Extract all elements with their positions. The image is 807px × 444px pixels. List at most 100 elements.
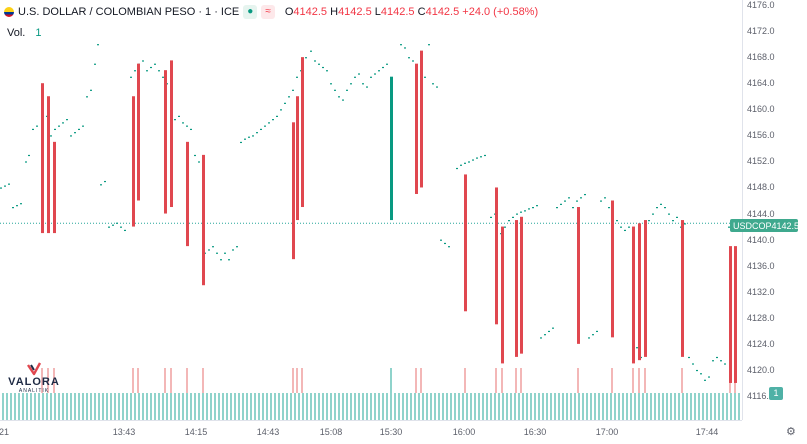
- volume-bar: [86, 393, 88, 420]
- price-dot: [130, 76, 132, 78]
- volume-bar: [570, 393, 572, 420]
- volume-bar: [122, 393, 124, 420]
- volume-spike: [495, 368, 497, 393]
- delayed-data-icon[interactable]: ≈: [261, 5, 275, 19]
- candle-down: [681, 220, 684, 357]
- volume-spike: [301, 368, 303, 393]
- price-dot: [600, 200, 602, 202]
- price-dot: [32, 128, 34, 131]
- price-dot: [366, 86, 368, 88]
- chart-area[interactable]: [0, 0, 742, 420]
- candle-down: [164, 70, 167, 214]
- volume-spike: [390, 368, 392, 393]
- price-dot: [556, 207, 558, 209]
- candle-down: [137, 63, 140, 201]
- usd-flag-icon: [4, 7, 14, 17]
- volume-bar: [706, 393, 708, 420]
- price-dot: [540, 337, 542, 339]
- volume-bar: [370, 393, 372, 420]
- volume-bar: [638, 393, 640, 420]
- price-dot: [472, 159, 474, 161]
- volume-bar: [694, 393, 696, 420]
- volume-bar: [394, 393, 396, 420]
- price-dot: [544, 334, 546, 336]
- volume-bar: [62, 393, 64, 420]
- price-dot: [668, 213, 670, 215]
- volume-spike: [292, 368, 294, 393]
- volume-bar: [146, 393, 148, 420]
- price-dot: [162, 76, 164, 78]
- volume-bar: [534, 393, 536, 420]
- volume-bar: [234, 393, 236, 420]
- volume-bar: [430, 393, 432, 420]
- volume-bar: [186, 393, 188, 420]
- candle-down: [420, 50, 423, 188]
- price-dot: [212, 246, 214, 248]
- time-tick-label: 13:43: [112, 427, 136, 437]
- volume-bar: [226, 393, 228, 420]
- volume-bar: [466, 393, 468, 420]
- price-dot: [720, 360, 722, 362]
- volume-bar: [498, 393, 500, 420]
- volume-bar: [342, 393, 344, 420]
- volume-bar: [102, 393, 104, 420]
- price-dot: [382, 66, 384, 69]
- candle-down: [415, 63, 418, 194]
- price-dot: [684, 223, 686, 225]
- price-dot: [310, 50, 312, 52]
- volume-spike: [415, 368, 417, 393]
- price-dot: [190, 128, 192, 131]
- volume-bar: [446, 393, 448, 420]
- valora-logo: VALORA ANALITIK: [4, 362, 64, 394]
- price-dot: [428, 44, 430, 46]
- price-dot: [236, 246, 238, 248]
- price-dot: [424, 76, 426, 78]
- price-dot: [20, 203, 22, 205]
- price-dot: [584, 193, 586, 196]
- volume-bar: [382, 393, 384, 420]
- price-dot: [576, 200, 578, 202]
- volume-spike: [137, 368, 139, 393]
- volume-bar: [318, 393, 320, 420]
- price-axis[interactable]: 4176.0 4172.0 4168.0 4164.0 4160.0 4156.0 4152…: [742, 0, 807, 420]
- volume-bar: [654, 393, 656, 420]
- volume-bar: [390, 393, 392, 420]
- volume-bar: [518, 393, 520, 420]
- symbol-title: U.S. DOLLAR / COLOMBIAN PESO · 1 · ICE: [18, 6, 240, 18]
- volume-bar: [170, 393, 172, 420]
- volume-bar: [646, 393, 648, 420]
- price-chart[interactable]: [0, 0, 742, 420]
- volume-spike: [296, 368, 298, 393]
- volume-bar: [358, 393, 360, 420]
- volume-spike: [420, 368, 422, 393]
- market-status-icon[interactable]: ●: [243, 5, 258, 19]
- volume-spike: [132, 368, 134, 393]
- price-tick-label: 4176.0: [747, 0, 775, 10]
- price-dot: [66, 119, 68, 121]
- volume-bar: [458, 393, 460, 420]
- time-axis[interactable]: 21 13:43 14:15 14:43 15:08 15:30 16:00 16:30 17…: [0, 420, 742, 444]
- settings-gear-icon[interactable]: ⚙: [786, 426, 796, 438]
- volume-bar: [630, 393, 632, 420]
- volume-bar: [586, 393, 588, 420]
- candle-up: [390, 76, 393, 221]
- price-tick-label: 4124.0: [747, 338, 775, 349]
- volume-bar: [286, 393, 288, 420]
- price-dot: [86, 96, 88, 98]
- volume-bar: [190, 393, 192, 420]
- volume-bar: [42, 393, 44, 420]
- volume-bar: [114, 393, 116, 420]
- candle-down: [644, 220, 647, 357]
- volume-bar: [650, 393, 652, 420]
- price-dot: [97, 44, 99, 46]
- price-dot: [532, 207, 534, 209]
- volume-spike: [515, 368, 517, 393]
- price-dot: [198, 161, 200, 163]
- price-dot: [4, 185, 6, 187]
- price-dot: [476, 157, 478, 159]
- price-dot: [440, 239, 442, 241]
- volume-bar: [270, 393, 272, 420]
- price-dot: [240, 141, 242, 144]
- price-dot: [158, 70, 160, 72]
- volume-bar: [178, 393, 180, 420]
